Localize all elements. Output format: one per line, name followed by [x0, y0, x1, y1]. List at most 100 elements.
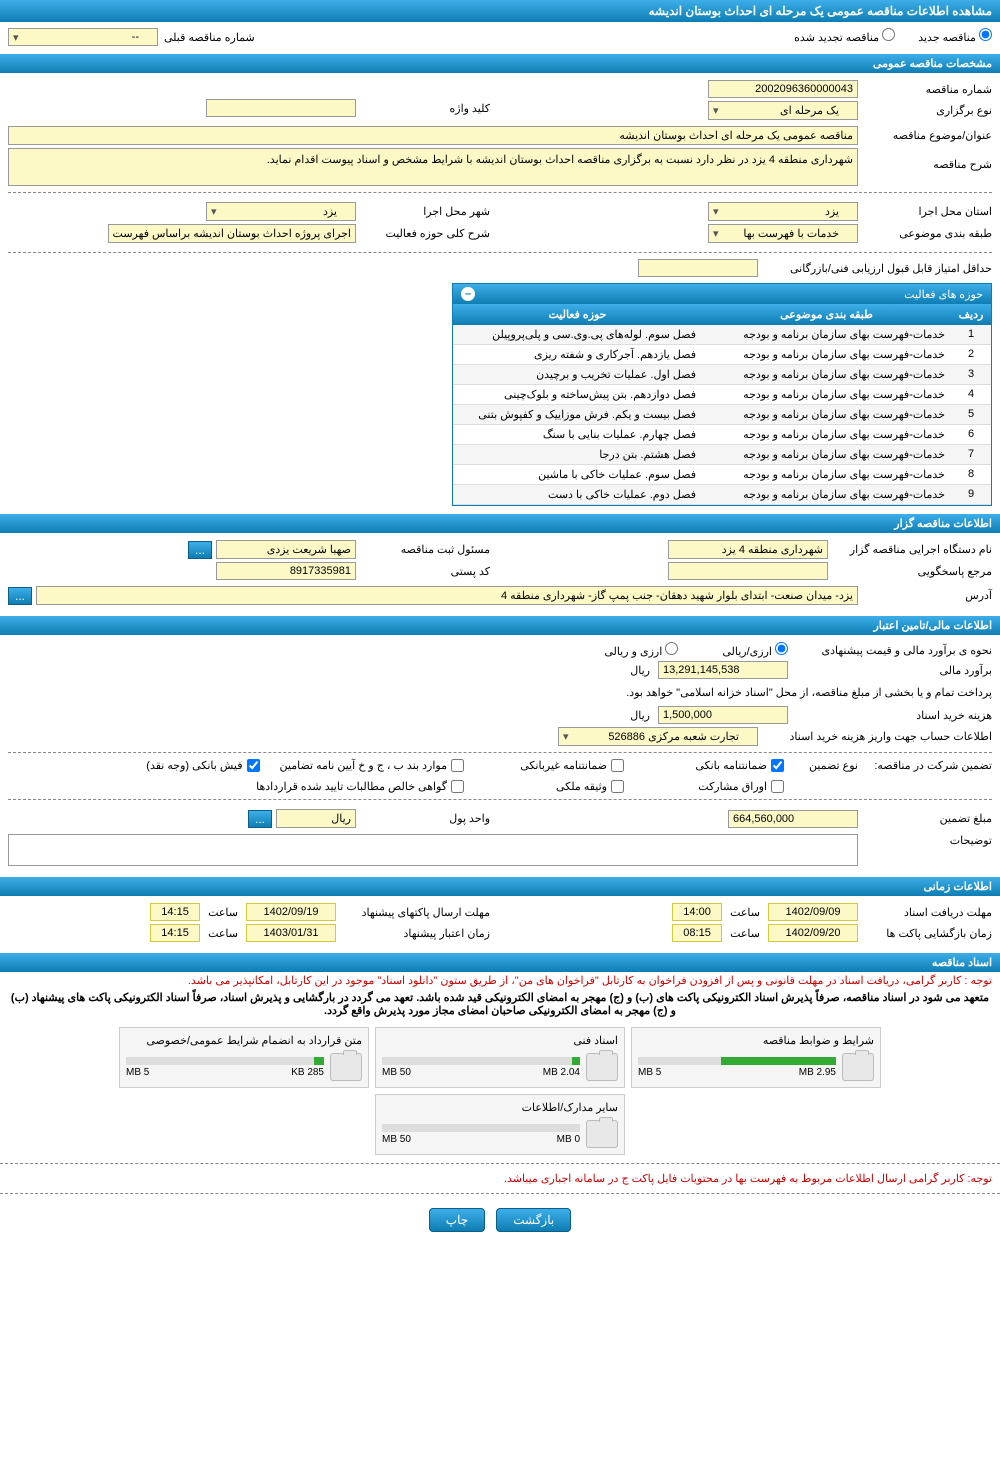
row-act: فصل سوم. عملیات خاکی با ماشین [453, 465, 702, 484]
print-button[interactable]: چاپ [429, 1208, 485, 1232]
file-total: 50 MB [382, 1134, 411, 1145]
bid-deadline-date: 1402/09/19 [246, 903, 336, 921]
row-num: 4 [951, 385, 991, 404]
folder-icon [586, 1120, 618, 1148]
file-used: 2.04 MB [543, 1067, 580, 1078]
table-row: 8خدمات-فهرست بهای سازمان برنامه و بودجهف… [453, 465, 991, 485]
section-general: مشخصات مناقصه عمومی [0, 54, 1000, 73]
row-act: فصل دوازدهم. بتن پیش‌ساخته و بلوک‌چینی [453, 385, 702, 404]
folder-icon [842, 1053, 874, 1081]
chk-bank-receipt[interactable]: فیش بانکی (وجه نقد) [120, 759, 260, 772]
account-select[interactable]: تجارت شعبه مرکزی 526886 [558, 727, 758, 746]
province-select[interactable]: یزد [708, 202, 858, 221]
file-progress-bar [382, 1124, 580, 1132]
doc-cost-currency: ریال [630, 709, 650, 722]
file-tile[interactable]: اسناد فنی2.04 MB50 MB [375, 1027, 625, 1088]
chk-shares[interactable]: اوراق مشارکت [644, 780, 784, 793]
scope-input: اجرای پروژه احداث بوستان اندیشه براساس ف… [108, 224, 356, 243]
open-date: 1402/09/20 [768, 924, 858, 942]
time-word-4: ساعت [208, 927, 238, 940]
address-value: یزد- میدان صنعت- ابتدای بلوار شهید دهقان… [36, 586, 858, 605]
row-act: فصل بیست و یکم. فرش موزاییک و کفپوش بتنی [453, 405, 702, 424]
estimate-value: 13,291,145,538 [658, 661, 788, 679]
unit-more-button[interactable]: ... [248, 810, 272, 828]
notes-textarea[interactable] [8, 834, 858, 866]
unit-value: ریال [276, 809, 356, 828]
time-word-1: ساعت [730, 906, 760, 919]
row-num: 2 [951, 345, 991, 364]
doc-deadline-time: 14:00 [672, 903, 722, 921]
chk-bond-items[interactable]: موارد بند ب ، ج و خ آیین نامه تضامین [280, 759, 464, 772]
validity-time: 14:15 [150, 924, 200, 942]
doc-cost-label: هزینه خرید اسناد [792, 709, 992, 722]
table-row: 2خدمات-فهرست بهای سازمان برنامه و بودجهف… [453, 345, 991, 365]
exec-label: نام دستگاه اجرایی مناقصه گزار [832, 543, 992, 556]
section-financial: اطلاعات مالی/تامین اعتبار [0, 616, 1000, 635]
min-score-label: حداقل امتیاز قابل قبول ارزیابی فنی/بازرگ… [762, 262, 992, 275]
account-value: تجارت شعبه مرکزی 526886 [608, 731, 739, 743]
row-cat: خدمات-فهرست بهای سازمان برنامه و بودجه [702, 345, 951, 364]
row-num: 3 [951, 365, 991, 384]
tender-num: 2002096360000043 [708, 80, 858, 98]
open-label: زمان بازگشایی پاکت ها [862, 927, 992, 940]
chk-bank-guarantee[interactable]: ضمانتنامه بانکی [644, 759, 784, 772]
row-cat: خدمات-فهرست بهای سازمان برنامه و بودجه [702, 465, 951, 484]
row-cat: خدمات-فهرست بهای سازمان برنامه و بودجه [702, 385, 951, 404]
row-cat: خدمات-فهرست بهای سازمان برنامه و بودجه [702, 425, 951, 444]
docs-note-1: توجه : کاربر گرامی، دریافت اسناد در مهلت… [0, 972, 1000, 989]
category-select[interactable]: خدمات با فهرست بها [708, 224, 858, 243]
col-cat-header: طبقه بندی موضوعی [702, 304, 951, 325]
chk-nonbank-guarantee[interactable]: ضمانتنامه غیربانکی [484, 759, 624, 772]
keyword-input[interactable] [206, 99, 356, 117]
file-tile[interactable]: سایر مدارک/اطلاعات0 MB50 MB [375, 1094, 625, 1155]
row-act: فصل اول. عملیات تخریب و برچیدن [453, 365, 702, 384]
province-value: یزد [825, 206, 839, 218]
estimate-currency: ریال [630, 664, 650, 677]
back-button[interactable]: بازگشت [496, 1208, 571, 1232]
table-row: 3خدمات-فهرست بهای سازمان برنامه و بودجهف… [453, 365, 991, 385]
chk-nonbank-guarantee-label: ضمانتنامه غیربانکی [520, 759, 607, 772]
table-row: 7خدمات-فهرست بهای سازمان برنامه و بودجهف… [453, 445, 991, 465]
file-progress-bar [126, 1057, 324, 1065]
time-word-3: ساعت [208, 906, 238, 919]
chk-property[interactable]: وثیقه ملکی [484, 780, 624, 793]
min-score-input[interactable] [638, 259, 758, 277]
chk-property-label: وثیقه ملکی [556, 780, 607, 793]
chk-bond-items-label: موارد بند ب ، ج و خ آیین نامه تضامین [280, 759, 447, 772]
guarantee-label: تضمین شرکت در مناقصه: [862, 759, 992, 772]
collapse-icon[interactable]: – [461, 287, 475, 301]
address-more-button[interactable]: ... [8, 587, 32, 605]
tender-num-label: شماره مناقصه [862, 83, 992, 96]
row-cat: خدمات-فهرست بهای سازمان برنامه و بودجه [702, 445, 951, 464]
hold-type-value: یک مرحله ای [780, 105, 839, 117]
radio-arzi-riali[interactable]: ارزی/ریالی [722, 642, 788, 658]
prev-num-select[interactable]: -- [8, 28, 158, 46]
row-num: 7 [951, 445, 991, 464]
opt-arzi-va-riali-label: ارزی و ریالی [604, 646, 662, 658]
resp-label: مسئول ثبت مناقصه [360, 543, 490, 556]
hold-type-select[interactable]: یک مرحله ای [708, 101, 858, 120]
estimate-type-label: نحوه ی برآورد مالی و قیمت پیشنهادی [792, 644, 992, 657]
resp-more-button[interactable]: ... [188, 541, 212, 559]
file-tile[interactable]: متن قرارداد به انضمام شرایط عمومی/خصوصی2… [119, 1027, 369, 1088]
postal-label: کد پستی [360, 565, 490, 578]
radio-new-tender[interactable]: مناقصه جدید [918, 32, 992, 44]
section-organizer: اطلاعات مناقصه گزار [0, 514, 1000, 533]
ref-label: مرجع پاسخگویی [832, 565, 992, 578]
chk-receivables[interactable]: گواهی خالص مطالبات تایید شده قراردادها [256, 780, 464, 793]
guarantee-amount-label: مبلغ تضمین [862, 812, 992, 825]
file-tiles: شرایط و ضوابط مناقصه2.95 MB5 MBاسناد فنی… [0, 1027, 1000, 1155]
account-label: اطلاعات حساب جهت واریز هزینه خرید اسناد [762, 730, 992, 743]
row-act: فصل سوم. لوله‌های پی.وی.سی و پلی‌پروپیلن [453, 325, 702, 344]
radio-arzi-va-riali[interactable]: ارزی و ریالی [604, 642, 678, 658]
row-act: فصل چهارم. عملیات بنایی با سنگ [453, 425, 702, 444]
activity-section-title: حوزه های فعالیت [904, 288, 983, 301]
radio-renewed-tender[interactable]: مناقصه تجدید شده [794, 32, 895, 44]
row-num: 6 [951, 425, 991, 444]
resp-value: صهبا شریعت یزدی [216, 540, 356, 559]
row-num: 1 [951, 325, 991, 344]
file-tile[interactable]: شرایط و ضوابط مناقصه2.95 MB5 MB [631, 1027, 881, 1088]
estimate-label: برآورد مالی [792, 664, 992, 677]
city-select[interactable]: یزد [206, 202, 356, 221]
row-cat: خدمات-فهرست بهای سازمان برنامه و بودجه [702, 485, 951, 504]
